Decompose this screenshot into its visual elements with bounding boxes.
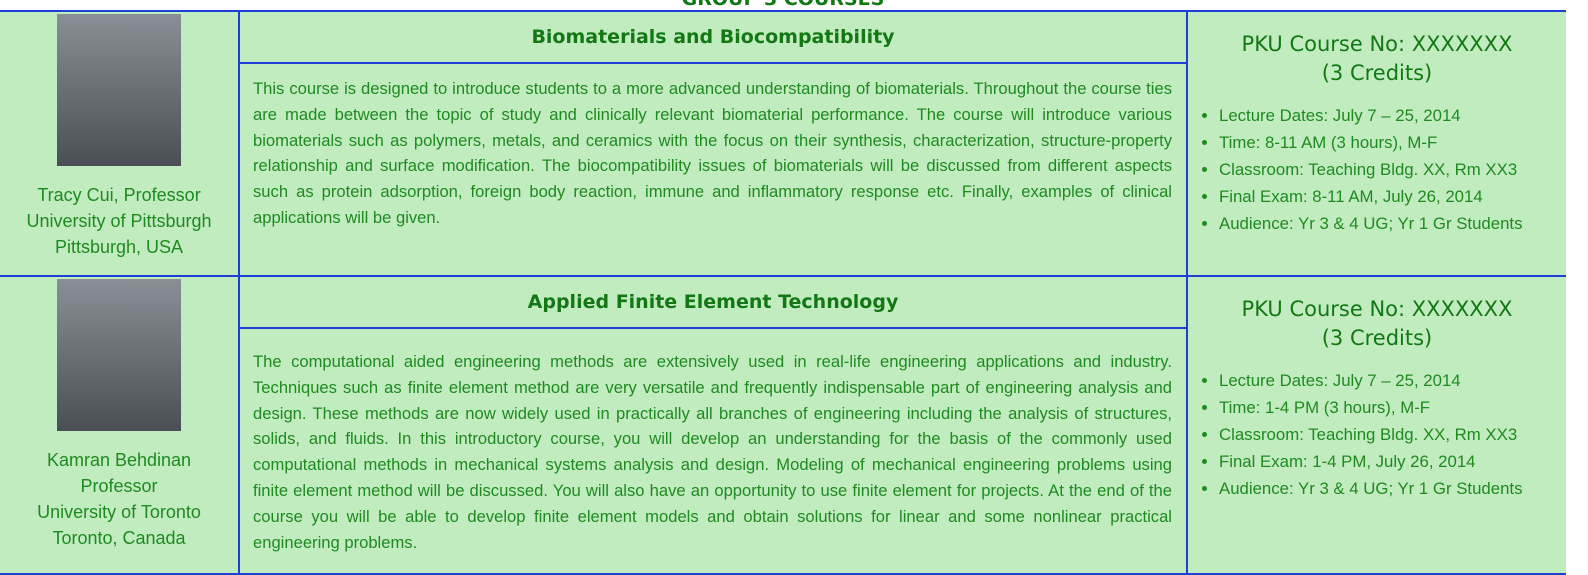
course-description: This course is designed to introduce stu… <box>253 79 1172 227</box>
course-number-block: PKU Course No: XXXXXXX (3 Credits) <box>1188 295 1566 353</box>
course-credits: (3 Credits) <box>1321 326 1433 350</box>
course-info-cell: PKU Course No: XXXXXXX (3 Credits) Lecture… <box>1188 277 1566 573</box>
course-detail: Final Exam: 1-4 PM, July 26, 2014 <box>1219 448 1566 475</box>
instructor-line: University of Pittsburgh <box>26 211 212 231</box>
instructor-line: Tracy Cui, Professor <box>37 185 201 205</box>
course-description: The computational aided engineering meth… <box>253 352 1172 552</box>
course-detail: Lecture Dates: July 7 – 25, 2014 <box>1219 102 1566 129</box>
instructor-line: Toronto, Canada <box>52 528 186 548</box>
course-detail: Audience: Yr 3 & 4 UG; Yr 1 Gr Students <box>1219 475 1566 502</box>
instructor-cell: Kamran Behdinan Professor University of To… <box>0 277 240 573</box>
course-detail: Classroom: Teaching Bldg. XX, Rm XX3 <box>1219 421 1566 448</box>
course-cell: Applied Finite Element Technology The com… <box>240 277 1188 573</box>
course-detail: Lecture Dates: July 7 – 25, 2014 <box>1219 367 1566 394</box>
course-credits: (3 Credits) <box>1321 61 1433 85</box>
instructor-photo <box>57 14 181 166</box>
instructor-line: Professor <box>80 476 158 496</box>
course-table: Tracy Cui, Professor University of Pittsb… <box>0 10 1566 575</box>
course-number: PKU Course No: XXXXXXX <box>1241 297 1513 321</box>
course-detail: Final Exam: 8-11 AM, July 26, 2014 <box>1219 183 1566 210</box>
course-detail: Time: 8-11 AM (3 hours), M-F <box>1219 129 1566 156</box>
instructor-cell: Tracy Cui, Professor University of Pittsb… <box>0 12 240 275</box>
course-info-cell: PKU Course No: XXXXXXX (3 Credits) Lecture… <box>1188 12 1566 275</box>
instructor-line: University of Toronto <box>37 502 201 522</box>
course-cell: Biomaterials and Biocompatibility This co… <box>240 12 1188 275</box>
course-detail: Classroom: Teaching Bldg. XX, Rm XX3 <box>1219 156 1566 183</box>
course-title: Applied Finite Element Technology <box>240 277 1186 329</box>
instructor-photo <box>57 279 181 431</box>
course-detail: Time: 1-4 PM (3 hours), M-F <box>1219 394 1566 421</box>
course-row: Kamran Behdinan Professor University of To… <box>0 277 1566 575</box>
course-number-block: PKU Course No: XXXXXXX (3 Credits) <box>1188 30 1566 88</box>
instructor-info: Kamran Behdinan Professor University of To… <box>0 447 238 551</box>
course-title: Biomaterials and Biocompatibility <box>240 12 1186 64</box>
instructor-line: Kamran Behdinan <box>46 450 192 470</box>
course-details: Lecture Dates: July 7 – 25, 2014Time: 1-… <box>1188 367 1566 502</box>
instructor-info: Tracy Cui, Professor University of Pittsb… <box>0 182 238 260</box>
instructor-line: Pittsburgh, USA <box>54 237 184 257</box>
course-number: PKU Course No: XXXXXXX <box>1241 32 1513 56</box>
page-title: GROUP 3 COURSES <box>0 0 1566 10</box>
course-row: Tracy Cui, Professor University of Pittsb… <box>0 12 1566 277</box>
course-details: Lecture Dates: July 7 – 25, 2014Time: 8-… <box>1188 102 1566 237</box>
course-detail: Audience: Yr 3 & 4 UG; Yr 1 Gr Students <box>1219 210 1566 237</box>
